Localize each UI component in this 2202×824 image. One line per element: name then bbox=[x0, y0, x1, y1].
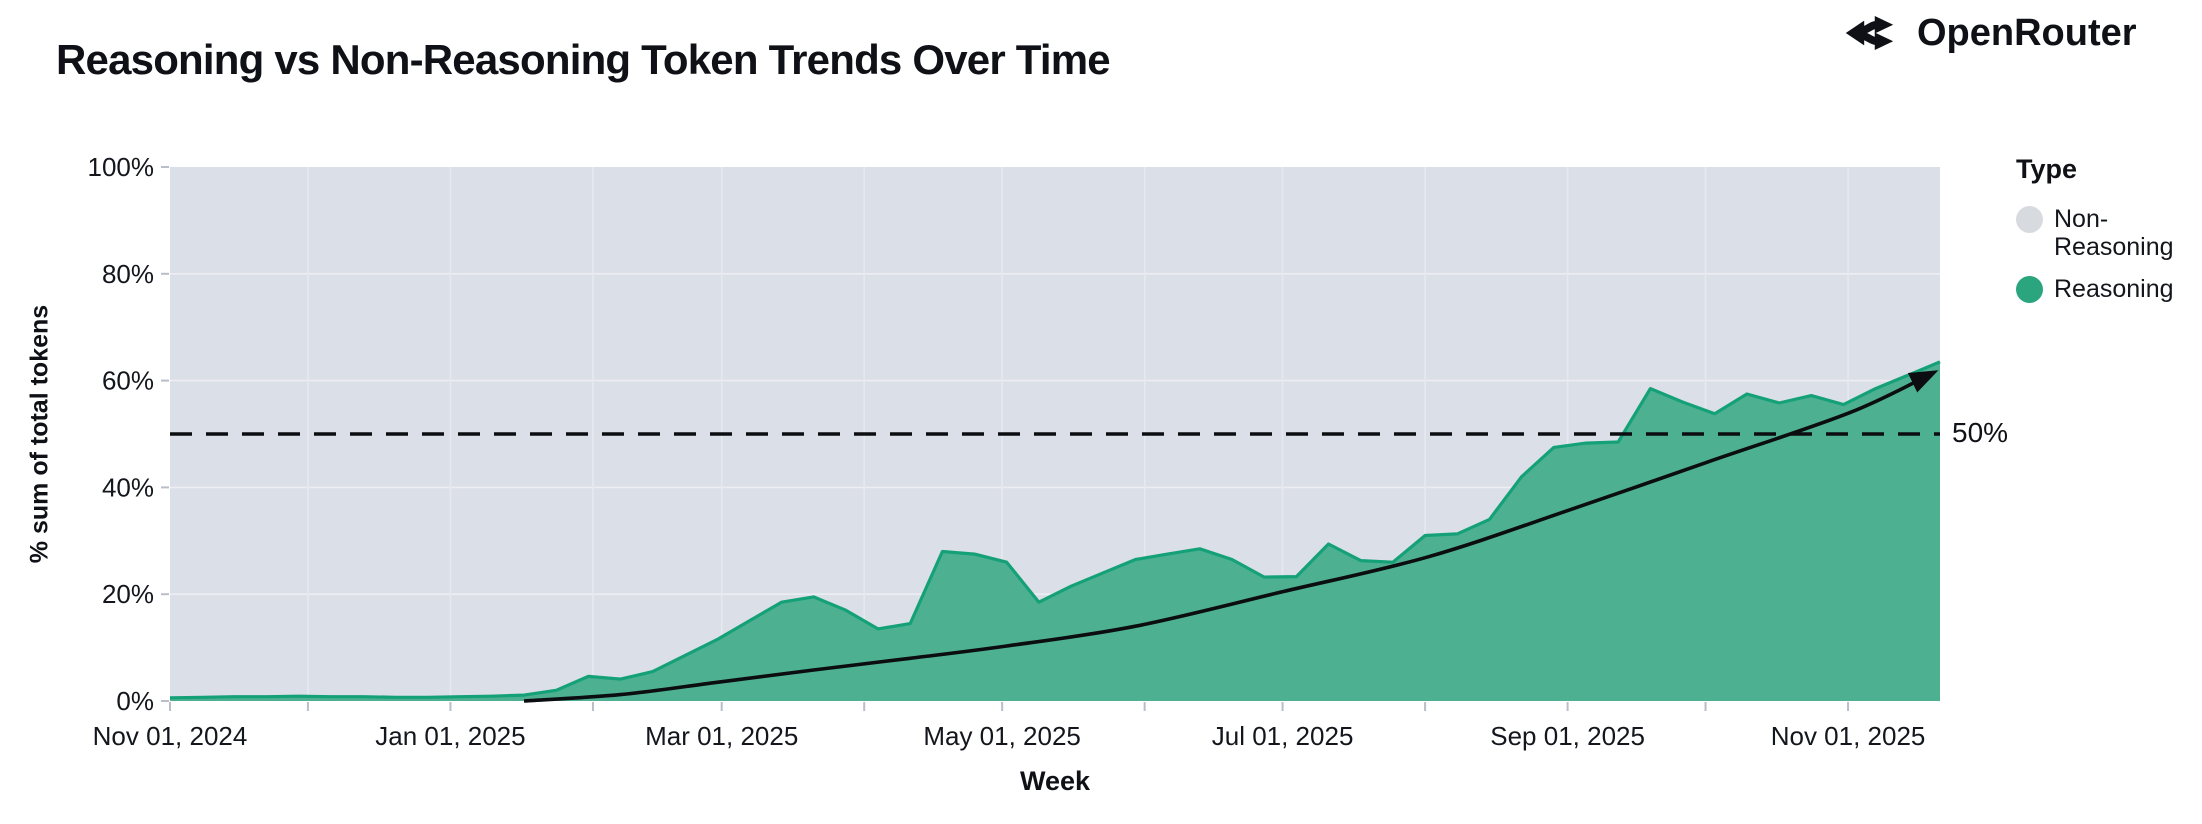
x-tick-label: Sep 01, 2025 bbox=[1490, 721, 1645, 751]
y-tick-label: 20% bbox=[102, 579, 154, 609]
legend-item-non-reasoning: Non-Reasoning bbox=[2016, 205, 2200, 261]
y-tick-label: 40% bbox=[102, 472, 154, 502]
y-axis-title: % sum of total tokens bbox=[25, 304, 54, 564]
x-tick-label: Jul 01, 2025 bbox=[1212, 721, 1354, 751]
reasoning-area-edge bbox=[169, 360, 1941, 700]
y-tick-label: 60% bbox=[102, 366, 154, 396]
reasoning-area bbox=[170, 361, 1940, 701]
non-reasoning-swatch-icon bbox=[2016, 206, 2043, 233]
legend-label-non-reasoning: Non-Reasoning bbox=[2054, 205, 2174, 261]
y-tick-label: 100% bbox=[88, 152, 155, 182]
legend-item-reasoning: Reasoning bbox=[2016, 275, 2200, 303]
legend-title: Type bbox=[2016, 154, 2078, 184]
x-tick-label: May 01, 2025 bbox=[923, 721, 1081, 751]
x-tick-label: Nov 01, 2025 bbox=[1771, 721, 1926, 751]
x-axis-title: Week bbox=[1019, 766, 1091, 796]
y-tick-label: 0% bbox=[116, 686, 154, 716]
reasoning-swatch-icon bbox=[2016, 276, 2043, 303]
trend-arrow bbox=[523, 370, 1939, 703]
legend: Type Non-Reasoning Reasoning bbox=[2016, 154, 2200, 317]
legend-label-reasoning: Reasoning bbox=[2054, 275, 2174, 303]
y-tick-label: 80% bbox=[102, 259, 154, 289]
page-title: Reasoning vs Non-Reasoning Token Trends … bbox=[56, 36, 1111, 84]
x-tick-label: Nov 01, 2024 bbox=[93, 721, 248, 751]
openrouter-logo-icon bbox=[1845, 15, 1894, 51]
x-tick-label: Jan 01, 2025 bbox=[375, 721, 525, 751]
brand: OpenRouter bbox=[1843, 10, 2137, 56]
fifty-percent-label: 50% bbox=[1952, 417, 2009, 448]
x-tick-label: Mar 01, 2025 bbox=[645, 721, 798, 751]
brand-name: OpenRouter bbox=[1917, 11, 2137, 54]
